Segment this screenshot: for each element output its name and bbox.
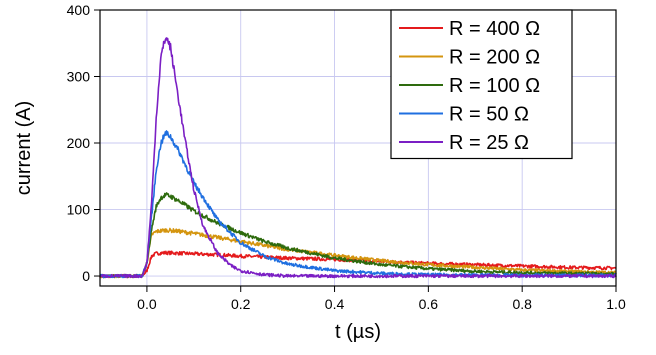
legend-label: R = 200 Ω <box>449 47 540 69</box>
series-line-2 <box>99 227 617 279</box>
legend-label: R = 100 Ω <box>449 75 540 97</box>
y-tick-label: 400 <box>67 2 91 18</box>
x-tick-label: 0.8 <box>512 296 532 312</box>
x-axis-label: t (µs) <box>335 321 381 343</box>
x-tick-label: 0.0 <box>137 296 157 312</box>
series-line-3 <box>99 192 617 279</box>
x-tick-label: 1.0 <box>606 296 626 312</box>
x-tick-label: 0.6 <box>419 296 439 312</box>
plot-frame <box>99 9 617 287</box>
legend-label: R = 25 Ω <box>449 132 529 154</box>
legend-label: R = 400 Ω <box>449 18 540 40</box>
y-tick-label: 200 <box>67 135 91 151</box>
legend: R = 400 Ω R = 200 Ω R = 100 Ω R = 50 Ω R = 2… <box>390 9 573 160</box>
x-tick-label: 0.2 <box>231 296 251 312</box>
y-tick-label: 100 <box>67 202 91 218</box>
y-tick-label: 300 <box>67 69 91 85</box>
y-tick-label: 0 <box>82 268 90 284</box>
y-axis-label: current (A) <box>13 101 35 195</box>
series-lines <box>99 37 617 279</box>
series-line-5 <box>99 37 617 279</box>
x-tick-label: 0.4 <box>325 296 345 312</box>
legend-label: R = 50 Ω <box>449 104 529 126</box>
axis-ticks: 0.0 0.2 0.4 0.6 0.8 1.0 0 100 200 300 400 <box>67 2 626 312</box>
